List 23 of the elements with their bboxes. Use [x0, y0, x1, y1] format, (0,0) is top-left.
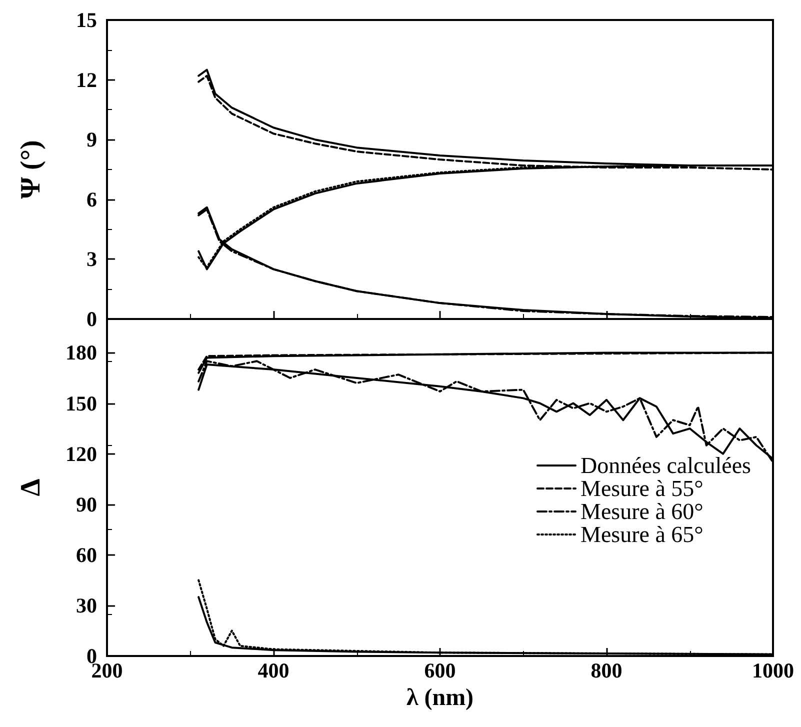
y-tick-label: 90: [76, 492, 97, 516]
y-tick-label: 120: [66, 442, 97, 466]
x-tick-label: 400: [258, 658, 290, 682]
x-tick-label: 600: [424, 658, 456, 682]
y-tick-label: 3: [86, 247, 97, 272]
y-tick-label: 30: [76, 593, 97, 618]
y-tick-label: 0: [86, 307, 97, 331]
y-axis-title: Ψ (°): [16, 140, 46, 199]
x-tick-label: 1000: [752, 658, 794, 682]
y-tick-label: 60: [76, 542, 97, 567]
y-tick-label: 150: [66, 391, 97, 416]
y-tick-label: 9: [86, 128, 97, 152]
y-axis-title: Δ: [16, 478, 46, 496]
legend-label: Mesure à 55°: [580, 476, 704, 501]
legend-label: Données calculées: [580, 453, 752, 478]
legend-label: Mesure à 60°: [580, 499, 704, 524]
x-tick-label: 800: [590, 658, 622, 682]
legend-label: Mesure à 65°: [580, 522, 704, 547]
y-tick-label: 180: [66, 340, 97, 365]
y-tick-label: 6: [86, 187, 97, 212]
y-tick-label: 12: [76, 68, 97, 92]
y-tick-label: 15: [76, 8, 97, 32]
x-axis-title: λ (nm): [406, 685, 474, 711]
